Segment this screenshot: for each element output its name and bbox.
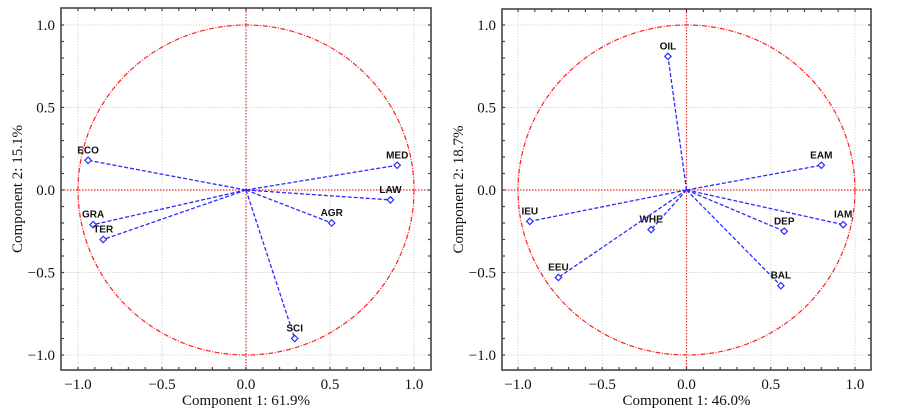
pca-plot-right: OIL EAM IEU WHE EEU DEP IAM BAL −1.0 −0.5 0.0 0.5 1.… [451,8,872,409]
data-point-label: DEP [774,216,795,227]
data-point-label: EAM [810,150,832,161]
data-point-marker [780,227,789,236]
x-tick-label: 0.5 [761,377,780,393]
loading-vector [529,189,687,222]
data-point-label: IAM [834,210,852,221]
loading-vector [92,189,247,226]
data-point-marker [776,281,785,290]
y-tick-label: −0.5 [469,266,496,282]
data-point-marker [663,52,673,61]
data-point-marker [84,156,93,165]
data-point-label: WHE [639,215,663,226]
y-tick-label: 0.0 [36,183,55,199]
loading-vector [686,189,844,226]
unit-circle [77,24,415,356]
x-axis-title: Component 1: 46.0% [623,393,751,409]
pca-plot-left: ECO GRA TER MED LAW AGR SCI −1.0 −0.5 0.0 0.5 1.0 −1… [10,7,432,409]
data-point-marker [393,161,402,170]
data-point-marker [99,235,108,244]
x-axis-title: Component 1: 61.9% [182,393,310,409]
data-point-marker [290,334,299,343]
y-axis-title: Component 2: 15.1% [10,125,26,253]
x-tick-label: 0.5 [321,377,340,393]
x-tick-label: 1.0 [405,377,424,393]
loading-vector [245,189,391,201]
data-point-label: AGR [321,208,344,219]
y-axis-title: Component 2: 18.7% [451,126,467,254]
y-tick-label: −1.0 [469,348,496,364]
loading-vector [686,164,822,191]
data-point-marker [817,161,826,170]
data-point-label: BAL [771,271,792,282]
x-tick-label: −1.0 [504,377,531,393]
data-point-label: OIL [660,41,677,52]
y-tick-label: 1.0 [477,18,496,34]
y-tick-label: −0.5 [28,266,55,282]
y-tick-label: −1.0 [28,348,55,364]
data-point-label: MED [386,150,408,161]
loading-vector [245,164,398,191]
x-tick-label: −0.5 [148,377,175,393]
data-point-marker [327,218,336,228]
x-tick-label: 0.0 [677,377,696,393]
y-tick-label: 1.0 [36,18,55,34]
loading-vector [558,189,687,278]
loading-vector [686,189,785,232]
y-tick-label: 0.5 [36,101,55,117]
loading-vector [245,189,332,224]
data-point-label: EEU [548,262,569,273]
loading-vector [245,189,296,339]
loading-vector [87,159,247,191]
data-point-marker [525,217,534,226]
data-point-label: ECO [77,145,99,156]
y-tick-label: 0.0 [477,183,496,199]
loading-vector [667,56,688,191]
loading-vector [102,189,247,241]
data-point-label: TER [93,225,114,236]
data-point-marker [554,273,563,282]
x-tick-label: −1.0 [64,377,91,393]
data-point-marker [839,220,848,229]
data-point-marker [647,225,656,234]
data-point-label: LAW [379,185,402,196]
loading-vector [686,189,782,287]
data-point-marker [386,195,395,204]
x-tick-label: 0.0 [237,377,256,393]
x-tick-label: 1.0 [846,377,865,393]
data-point-label: IEU [521,206,538,217]
loading-vector [650,189,687,231]
y-tick-label: 0.5 [477,101,496,117]
data-point-marker [89,220,98,229]
data-point-label: SCI [286,324,303,335]
x-tick-label: −0.5 [589,377,616,393]
data-point-label: GRA [82,210,104,221]
